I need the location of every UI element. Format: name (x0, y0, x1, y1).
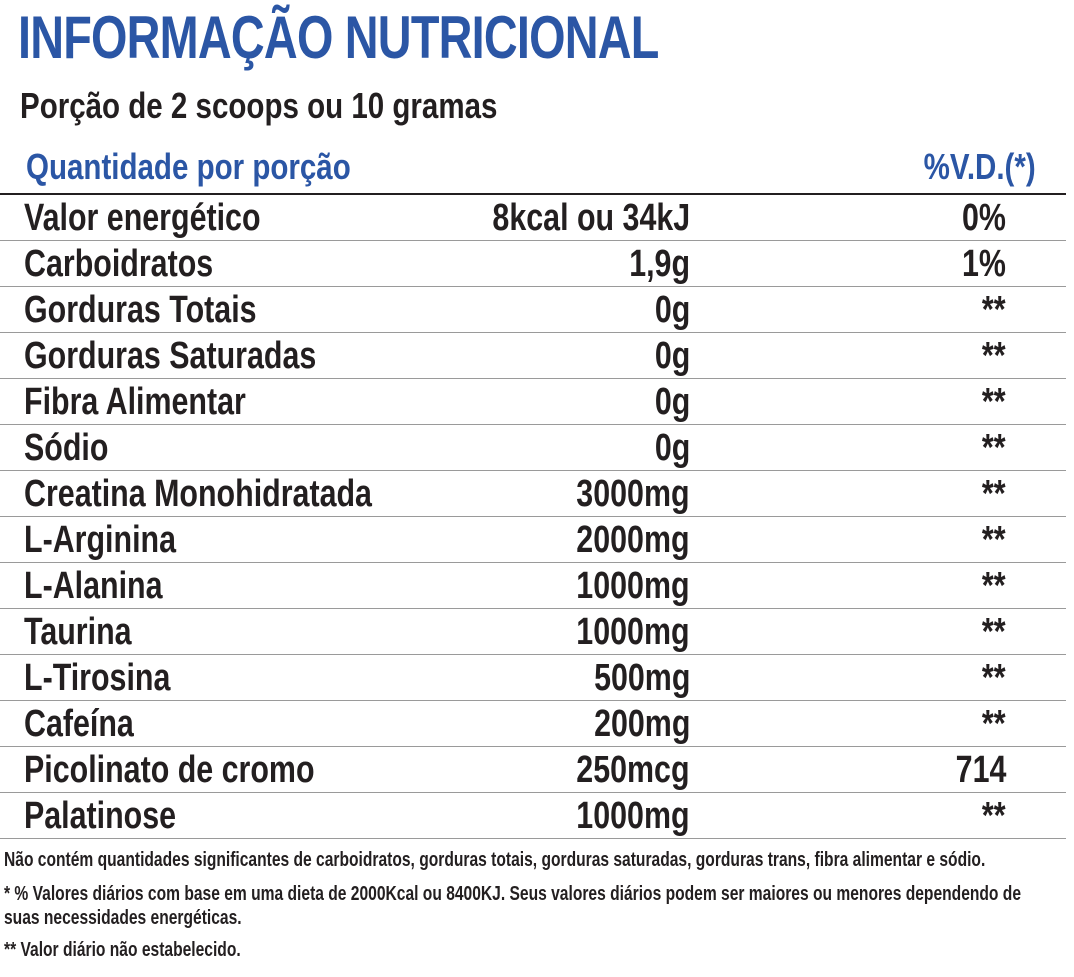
nutrient-vd: ** (982, 381, 1006, 423)
nutrient-amount: 1,9g (629, 243, 690, 285)
table-row: Sódio 0g ** (0, 425, 1066, 471)
nutrient-vd: 714 (955, 749, 1006, 791)
table-header: Quantidade por porção %V.D.(*) (0, 142, 1066, 192)
table-row: L-Alanina 1000mg ** (0, 563, 1066, 609)
nutrient-name: Valor energético (24, 197, 261, 239)
footnotes: Não contém quantidades significantes de … (4, 848, 1070, 962)
nutrient-name: Taurina (24, 611, 132, 653)
table-row: Cafeína 200mg ** (0, 701, 1066, 747)
nutrient-vd: ** (982, 565, 1006, 607)
table-row: Picolinato de cromo 250mcg 714 (0, 747, 1066, 793)
table-row: L-Tirosina 500mg ** (0, 655, 1066, 701)
table-row: Gorduras Saturadas 0g ** (0, 333, 1066, 379)
vd-header: %V.D.(*) (923, 146, 1036, 187)
nutrient-amount: 500mg (593, 657, 690, 699)
nutrient-amount: 1000mg (576, 565, 690, 607)
nutrient-name: L-Arginina (24, 519, 176, 561)
nutrient-vd: ** (982, 289, 1006, 331)
table-row: Gorduras Totais 0g ** (0, 287, 1066, 333)
nutrient-name: Gorduras Saturadas (24, 335, 317, 377)
nutrient-amount: 250mcg (576, 749, 690, 791)
nutrient-vd: 1% (962, 243, 1006, 285)
nutrient-name: L-Tirosina (24, 657, 171, 699)
nutrient-amount: 0g (654, 289, 690, 331)
table-row: Carboidratos 1,9g 1% (0, 241, 1066, 287)
title: INFORMAÇÃO NUTRICIONAL (18, 4, 659, 71)
nutrient-name: Gorduras Totais (24, 289, 257, 331)
nutrient-amount: 1000mg (576, 795, 690, 837)
footnote-not-established: ** Valor diário não estabelecido. (4, 939, 241, 961)
nutrient-vd: ** (982, 427, 1006, 469)
nutrient-name: Creatina Monohidratada (24, 473, 372, 515)
nutrient-vd: ** (982, 335, 1006, 377)
nutrient-name: Cafeína (24, 703, 134, 745)
table-row: Valor energético 8kcal ou 34kJ 0% (0, 195, 1066, 241)
nutrient-amount: 0g (654, 427, 690, 469)
nutrient-name: L-Alanina (24, 565, 163, 607)
nutrient-amount: 2000mg (576, 519, 690, 561)
nutrient-name: Palatinose (24, 795, 177, 837)
quantity-header: Quantidade por porção (26, 146, 351, 187)
nutrient-amount: 3000mg (576, 473, 690, 515)
footnote-not-significant: Não contém quantidades significantes de … (4, 849, 986, 871)
nutrient-amount: 0g (654, 335, 690, 377)
nutrient-name: Picolinato de cromo (24, 749, 315, 791)
nutrient-vd: ** (982, 519, 1006, 561)
table-row: Fibra Alimentar 0g ** (0, 379, 1066, 425)
table-row: L-Arginina 2000mg ** (0, 517, 1066, 563)
nutrient-amount: 0g (654, 381, 690, 423)
nutrient-name: Carboidratos (24, 243, 214, 285)
table-row: Creatina Monohidratada 3000mg ** (0, 471, 1066, 517)
table-row: Palatinose 1000mg ** (0, 793, 1066, 839)
nutrient-vd: ** (982, 703, 1006, 745)
nutrient-name: Fibra Alimentar (24, 381, 246, 423)
nutrient-vd: 0% (962, 197, 1006, 239)
nutrient-vd: ** (982, 611, 1006, 653)
table-row: Taurina 1000mg ** (0, 609, 1066, 655)
serving-size: Porção de 2 scoops ou 10 gramas (20, 85, 498, 126)
footnote-daily-values-continued: suas necessidades energéticas. (4, 907, 242, 929)
nutrient-amount: 200mg (593, 703, 690, 745)
nutrient-vd: ** (982, 657, 1006, 699)
nutrient-vd: ** (982, 795, 1006, 837)
nutrient-amount: 8kcal ou 34kJ (492, 197, 690, 239)
nutrition-table: Valor energético 8kcal ou 34kJ 0% Carboi… (0, 193, 1066, 839)
nutrient-amount: 1000mg (576, 611, 690, 653)
nutrient-name: Sódio (24, 427, 109, 469)
nutrient-vd: ** (982, 473, 1006, 515)
footnote-daily-values: * % Valores diários com base em uma diet… (4, 883, 1022, 905)
